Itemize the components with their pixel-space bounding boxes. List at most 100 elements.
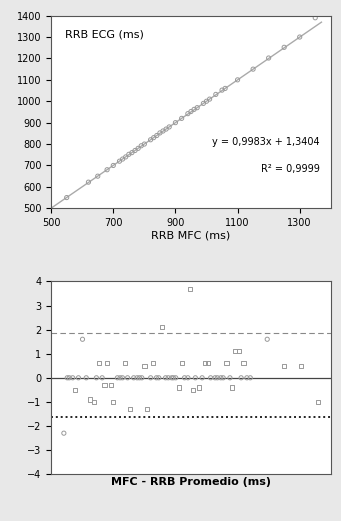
Point [139, 374, 145, 382]
Point [233, 347, 238, 355]
Point [182, 374, 187, 382]
Point [185, 109, 191, 118]
Point [104, 359, 110, 367]
Point [173, 118, 178, 127]
Point [64, 374, 70, 382]
Point [104, 166, 110, 174]
Point [156, 374, 162, 382]
Point [64, 193, 70, 202]
Point [176, 383, 182, 392]
Point [120, 374, 125, 382]
Point [117, 157, 122, 165]
X-axis label: MFC - RRB Promedio (ms): MFC - RRB Promedio (ms) [111, 477, 271, 487]
Point [312, 14, 318, 22]
Point [238, 374, 244, 382]
Point [173, 374, 178, 382]
Point [128, 405, 133, 413]
Point [145, 405, 150, 413]
Point [160, 127, 166, 135]
Point [298, 362, 304, 370]
Point [227, 374, 233, 382]
Point [201, 99, 206, 107]
Point [194, 104, 200, 112]
Point [151, 133, 157, 142]
Point [196, 383, 202, 392]
Point [266, 54, 271, 62]
Point [166, 123, 172, 131]
Point [148, 374, 153, 382]
Point [102, 381, 107, 389]
Point [265, 335, 270, 343]
Point [80, 335, 85, 343]
Point [157, 129, 163, 137]
Point [91, 398, 97, 406]
Point [204, 97, 209, 105]
Point [179, 359, 184, 367]
Point [215, 374, 220, 382]
Point [207, 95, 212, 103]
Point [70, 374, 75, 382]
Point [126, 150, 132, 158]
Point [100, 374, 105, 382]
Point [137, 374, 142, 382]
Point [212, 374, 218, 382]
Point [110, 398, 116, 406]
Point [218, 374, 223, 382]
Text: RRB ECG (ms): RRB ECG (ms) [65, 29, 144, 39]
Point [229, 383, 235, 392]
Point [220, 374, 226, 382]
Point [244, 374, 250, 382]
Point [94, 374, 99, 382]
Point [84, 374, 89, 382]
Point [95, 172, 101, 180]
Point [117, 374, 123, 382]
Point [281, 362, 287, 370]
Point [222, 84, 228, 93]
Point [224, 359, 229, 367]
Point [129, 148, 135, 157]
Point [191, 105, 197, 114]
Point [142, 140, 147, 148]
Point [188, 284, 193, 293]
Point [135, 144, 141, 153]
Point [131, 374, 136, 382]
Point [236, 347, 241, 355]
Point [235, 76, 240, 84]
Point [163, 374, 168, 382]
Point [208, 374, 213, 382]
Point [193, 374, 198, 382]
Point [138, 142, 144, 150]
Point [170, 374, 176, 382]
Point [213, 90, 219, 98]
Point [250, 65, 256, 73]
Point [122, 359, 128, 367]
Point [61, 429, 66, 437]
Point [241, 359, 246, 367]
Point [219, 86, 225, 94]
Point [120, 155, 125, 163]
Point [108, 381, 113, 389]
Point [160, 323, 165, 331]
Point [315, 398, 321, 406]
Point [165, 374, 171, 382]
Point [206, 359, 211, 367]
Point [66, 374, 72, 382]
Point [199, 374, 205, 382]
Point [110, 162, 116, 170]
Point [96, 359, 102, 367]
Point [88, 395, 93, 404]
X-axis label: RRB MFC (ms): RRB MFC (ms) [151, 231, 231, 241]
Point [132, 146, 138, 155]
Point [115, 374, 120, 382]
Point [154, 374, 159, 382]
Text: R² = 0,9999: R² = 0,9999 [261, 164, 320, 173]
Point [134, 374, 140, 382]
Point [188, 107, 194, 116]
Point [190, 386, 195, 394]
Point [86, 178, 91, 187]
Text: y = 0,9983x + 1,3404: y = 0,9983x + 1,3404 [212, 137, 320, 146]
Point [123, 153, 129, 161]
Point [185, 374, 191, 382]
Point [148, 135, 153, 144]
Point [163, 125, 169, 133]
